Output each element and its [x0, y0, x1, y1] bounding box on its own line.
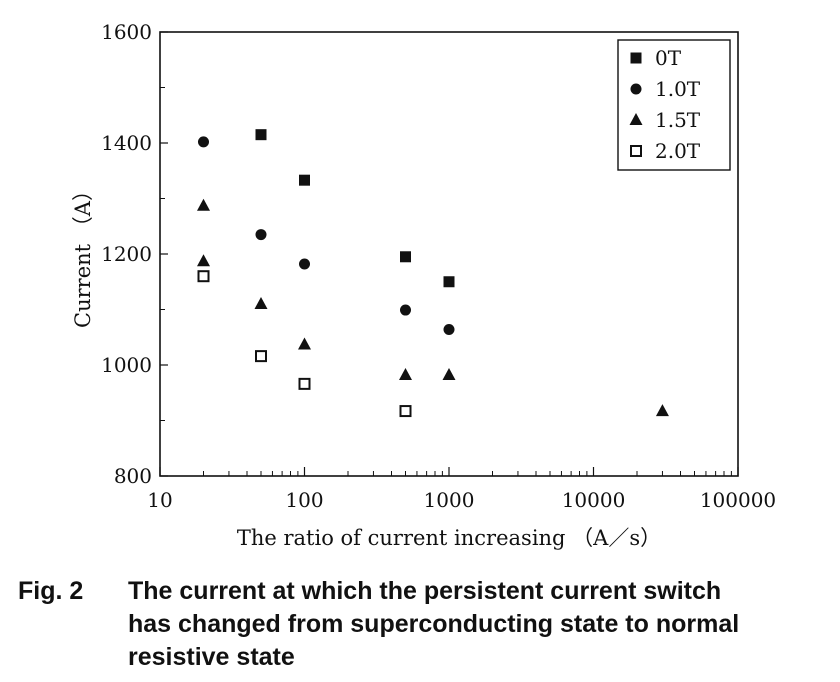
y-tick-label: 1000	[101, 353, 152, 377]
data-point-2-0T	[298, 377, 311, 390]
data-point-2-0T	[255, 350, 268, 363]
caption-line-1: The current at which the persistent curr…	[128, 577, 722, 605]
data-point-0T	[255, 129, 267, 141]
scatter-chart: 10 100 1000 10000 100000 800 1000 1200 1400 1600 T…	[71, 20, 776, 550]
data-point-2-0T	[399, 405, 412, 418]
legend-label: 1.5T	[655, 108, 701, 132]
legend-label: 0T	[655, 46, 682, 70]
data-point-1-5T	[254, 296, 268, 309]
data-point-1-0T	[443, 323, 455, 335]
legend-marker	[629, 113, 643, 125]
x-axis-label: The ratio of current increasing （A／s）	[237, 526, 661, 550]
x-tick-label: 10000	[562, 488, 626, 512]
data-point-0T	[443, 276, 455, 288]
data-point-1-0T	[255, 229, 267, 241]
legend-marker	[630, 145, 642, 157]
data-point-1-0T	[400, 304, 412, 316]
legend-label: 2.0T	[655, 139, 701, 163]
figure-caption: Fig. 2 The current at which the persisten…	[18, 575, 739, 674]
y-axis-label: Current （A）	[71, 180, 95, 328]
data-point-1-5T	[196, 198, 210, 211]
caption-line-2: has changed from superconducting state t…	[128, 610, 740, 638]
data-point-0T	[400, 251, 412, 263]
data-point-2-0T	[197, 270, 210, 283]
caption-line-3: resistive state	[128, 643, 295, 671]
legend-label: 1.0T	[655, 77, 701, 101]
y-tick-label: 800	[114, 464, 152, 488]
data-point-1-0T	[197, 136, 209, 148]
data-point-1-5T	[655, 404, 669, 417]
legend-marker	[630, 83, 642, 95]
y-tick-label: 1400	[101, 131, 152, 155]
data-point-1-5T	[399, 367, 413, 380]
x-tick-label: 10	[147, 488, 172, 512]
legend-marker	[630, 52, 642, 64]
caption-label: Fig. 2	[18, 577, 84, 605]
data-point-0T	[299, 174, 310, 186]
y-tick-label: 1600	[101, 20, 152, 44]
x-tick-label: 100000	[700, 488, 776, 512]
data-point-1-5T	[442, 367, 456, 380]
data-point-1-5T	[298, 337, 311, 350]
data-point-1-0T	[299, 258, 310, 270]
y-tick-label: 1200	[101, 242, 152, 266]
data-point-1-5T	[196, 254, 210, 267]
x-tick-label: 100	[285, 488, 323, 512]
x-tick-label: 1000	[424, 488, 475, 512]
